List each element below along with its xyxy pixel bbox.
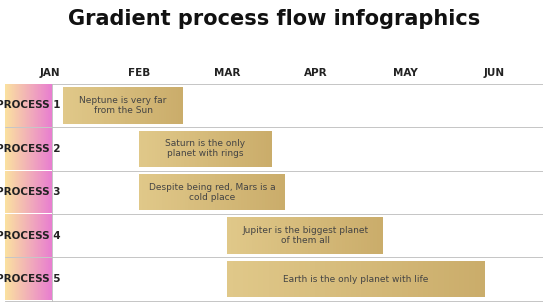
Text: PROCESS 1: PROCESS 1 — [0, 100, 61, 110]
Text: Earth is the only planet with life: Earth is the only planet with life — [283, 274, 429, 284]
Text: JAN: JAN — [39, 68, 60, 78]
Text: APR: APR — [304, 68, 328, 78]
Text: JUN: JUN — [483, 68, 504, 78]
Text: PROCESS 2: PROCESS 2 — [0, 144, 61, 154]
Text: FEB: FEB — [128, 68, 150, 78]
Text: MAY: MAY — [392, 68, 418, 78]
Text: MAR: MAR — [214, 68, 241, 78]
Text: Neptune is very far
from the Sun: Neptune is very far from the Sun — [79, 96, 167, 115]
Text: Jupiter is the biggest planet
of them all: Jupiter is the biggest planet of them al… — [242, 226, 368, 245]
Text: PROCESS 3: PROCESS 3 — [0, 187, 61, 197]
Text: Gradient process flow infographics: Gradient process flow infographics — [68, 9, 480, 29]
Text: PROCESS 4: PROCESS 4 — [0, 231, 61, 241]
Text: Despite being red, Mars is a
cold place: Despite being red, Mars is a cold place — [149, 183, 275, 202]
Text: Saturn is the only
planet with rings: Saturn is the only planet with rings — [165, 139, 246, 159]
Text: PROCESS 5: PROCESS 5 — [0, 274, 61, 284]
